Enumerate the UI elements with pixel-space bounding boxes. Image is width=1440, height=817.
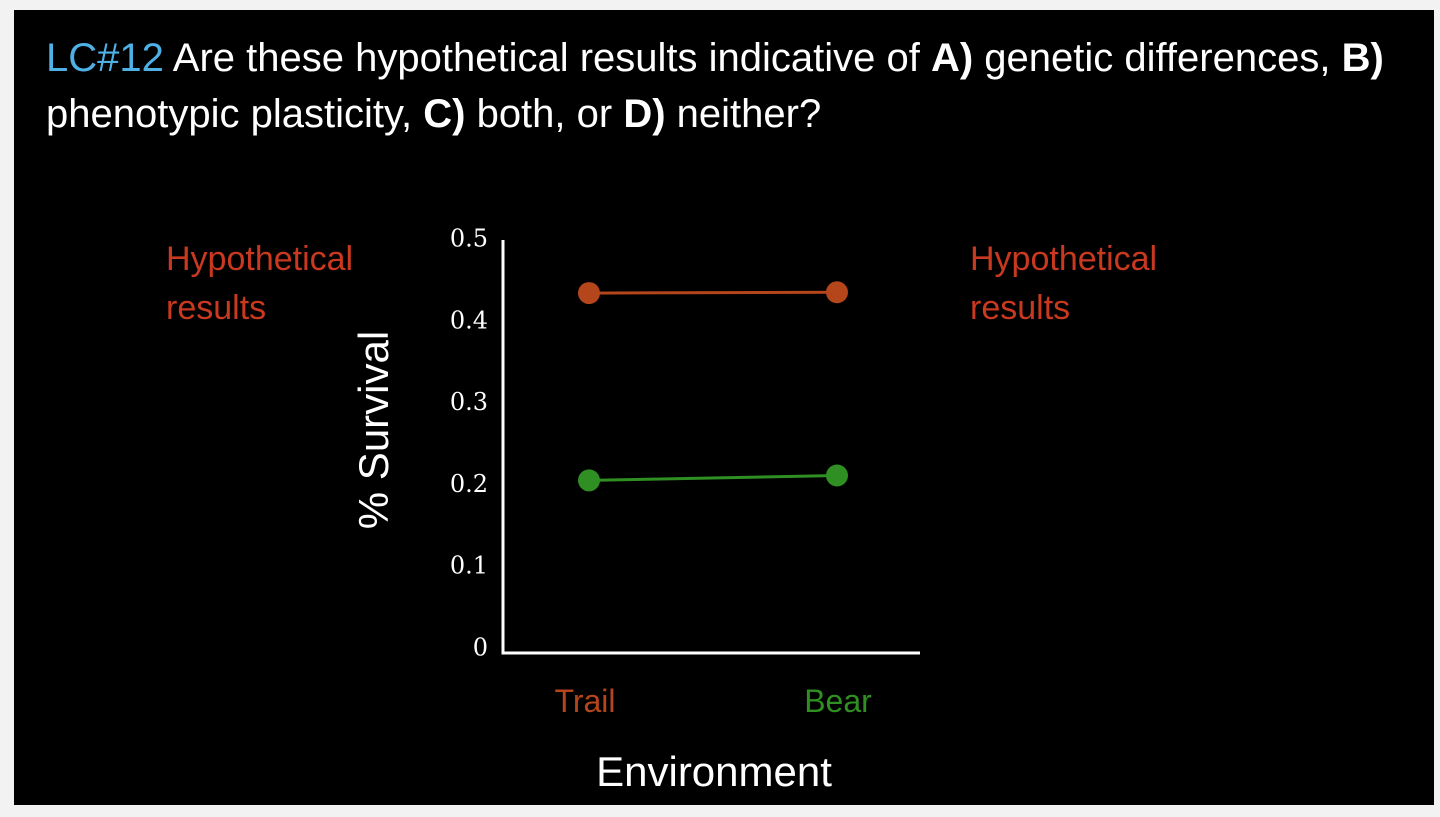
data-point-bear-trail xyxy=(578,469,600,492)
data-point-bear-bear xyxy=(826,464,848,487)
question-part-3: phenotypic plasticity, xyxy=(46,92,424,136)
hypothetical-note-right: Hypothetical results xyxy=(970,235,1230,333)
y-tick-label-1: 0.1 xyxy=(450,552,488,580)
y-tick-label-0: 0 xyxy=(473,634,488,662)
slide: LC#12 Are these hypothetical results ind… xyxy=(14,10,1434,805)
series-line-bear xyxy=(588,473,838,482)
y-axis-title: % Survival xyxy=(350,331,397,529)
option-a-label: A) xyxy=(930,36,974,80)
data-point-trail-bear xyxy=(826,281,848,304)
x-category-label-bear: Bear xyxy=(804,683,872,719)
y-tick-label-5: 0.5 xyxy=(450,225,488,253)
option-c-label: C) xyxy=(423,92,466,136)
survival-chart: 0 0.1 0.2 0.3 0.4 0.5 Trail Bear Environment % Su… xyxy=(350,225,920,795)
question-part-2: genetic differences, xyxy=(973,36,1342,80)
option-b-label: B) xyxy=(1341,36,1384,80)
y-tick-label-3: 0.3 xyxy=(450,388,488,416)
question-part-1: Are these hypothetical results indicativ… xyxy=(163,36,931,80)
note-left-line-2: results xyxy=(166,289,267,327)
question-text: LC#12 Are these hypothetical results ind… xyxy=(46,30,1406,142)
option-d-label: D) xyxy=(623,92,666,136)
data-point-trail-trail xyxy=(578,282,600,305)
question-part-5: neither? xyxy=(665,92,822,136)
y-tick-label-4: 0.4 xyxy=(450,306,488,334)
x-category-label-trail: Trail xyxy=(554,683,615,719)
note-right-line-2: results xyxy=(970,289,1071,327)
note-right-line-1: Hypothetical xyxy=(970,240,1158,278)
hypothetical-note-left: Hypothetical results xyxy=(166,235,426,333)
question-part-4: both, or xyxy=(465,92,624,136)
y-tick-label-2: 0.2 xyxy=(450,470,488,498)
note-left-line-1: Hypothetical xyxy=(166,240,354,278)
x-axis-title: Environment xyxy=(596,748,832,795)
series-line-trail xyxy=(588,290,838,295)
question-label: LC#12 xyxy=(46,36,164,80)
